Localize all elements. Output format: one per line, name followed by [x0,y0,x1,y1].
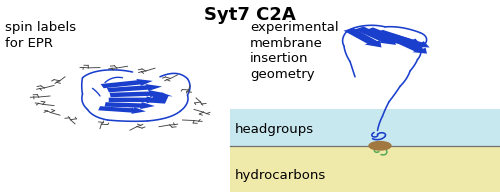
Polygon shape [394,39,427,54]
Text: headgroups: headgroups [235,123,314,136]
Polygon shape [364,27,410,45]
Polygon shape [344,28,382,47]
Bar [230,109,500,146]
Text: Syt7 C2A: Syt7 C2A [204,6,296,24]
Text: hydrocarbons: hydrocarbons [235,169,326,182]
Polygon shape [100,79,153,88]
Polygon shape [375,30,421,45]
Circle shape [369,142,391,150]
Polygon shape [109,96,161,103]
Polygon shape [149,93,173,104]
Polygon shape [107,84,162,92]
Bar [230,146,500,192]
Polygon shape [110,90,165,97]
Polygon shape [385,33,430,47]
Polygon shape [354,26,396,45]
Polygon shape [98,106,146,114]
Text: spin labels
for EPR: spin labels for EPR [5,21,76,50]
Polygon shape [104,102,155,109]
Text: experimental
membrane
insertion
geometry: experimental membrane insertion geometry [250,21,338,81]
